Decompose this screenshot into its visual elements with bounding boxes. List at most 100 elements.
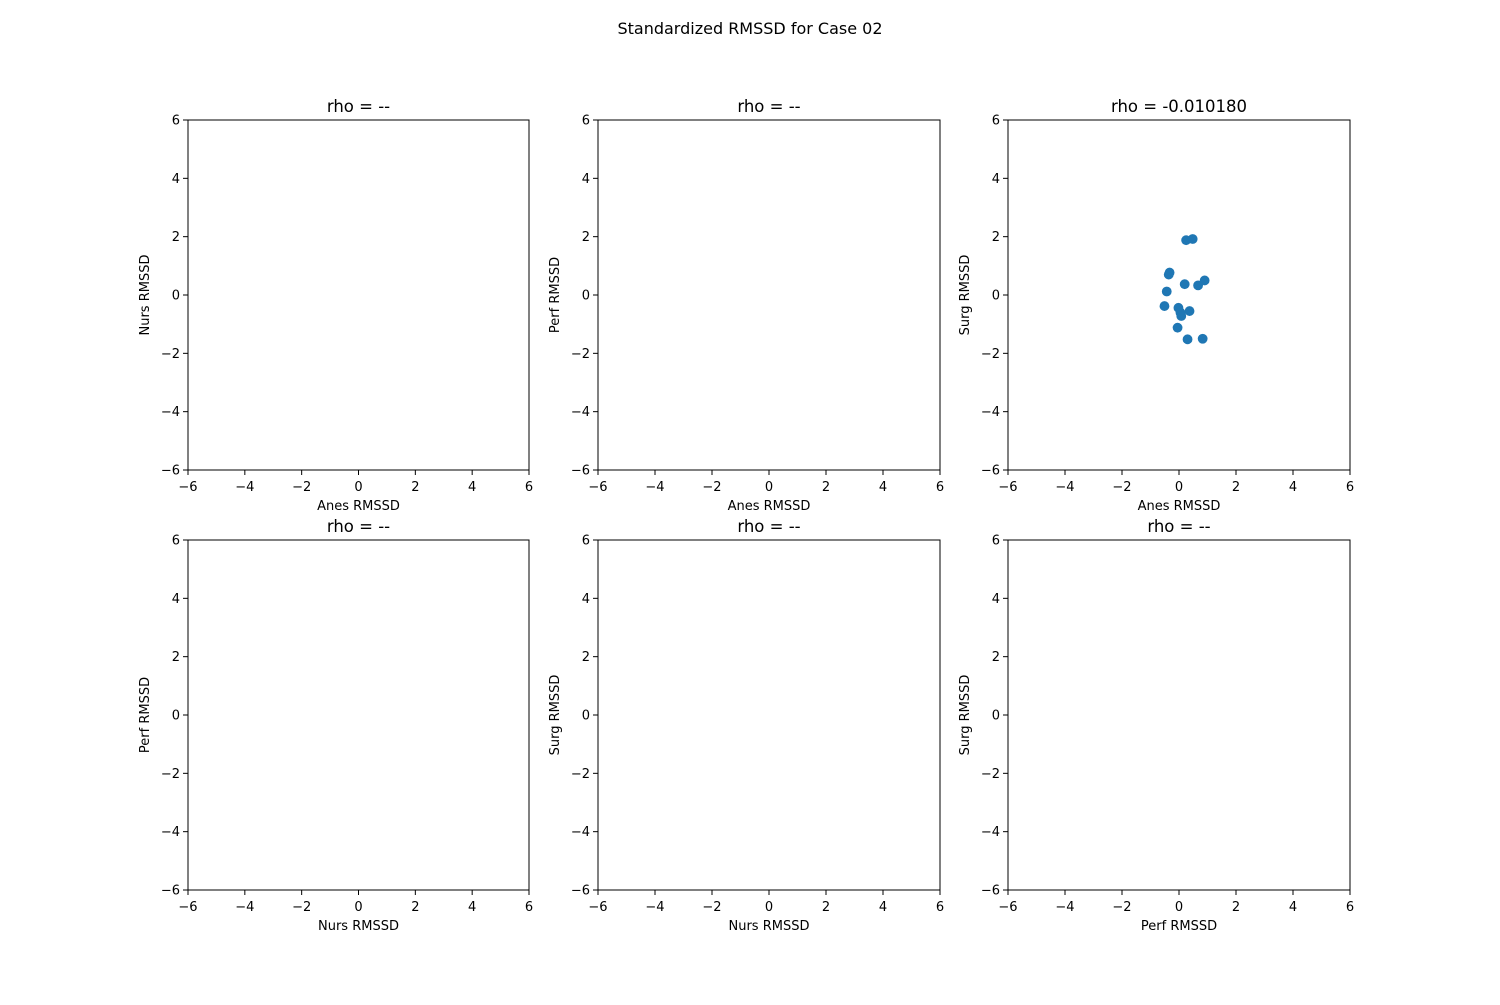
x-tick-label: −4 [1055,900,1074,915]
data-point [1199,275,1210,286]
y-tick-label: −6 [981,884,1000,899]
x-tick-label: 4 [468,900,476,915]
x-tick-label: −6 [998,900,1017,915]
figure-title: Standardized RMSSD for Case 02 [617,19,882,38]
subplot-5: rho = -- −6 −4 −2 0 2 4 6 −6 −4 −2 0 2 4 6 Nurs RMSSD Su… [548,517,944,934]
subplot-title: rho = -- [327,517,390,536]
y-tick-label: −2 [981,767,1000,782]
x-tick-label: −4 [1055,480,1074,495]
data-point [1161,286,1172,297]
y-tick-label: 4 [992,172,1000,187]
x-tick-label: 0 [765,900,773,915]
y-tick-label: 0 [582,709,590,724]
x-axis-label: Perf RMSSD [1141,919,1217,934]
x-tick-label: 6 [936,480,944,495]
x-tick-label: 6 [1346,900,1354,915]
y-tick-label: −4 [571,405,590,420]
x-tick-label: 6 [525,480,533,495]
y-axis-label: Perf RMSSD [548,257,563,333]
x-axis-label: Nurs RMSSD [729,919,810,934]
x-axis-label: Nurs RMSSD [318,919,399,934]
y-tick-label: −2 [571,347,590,362]
subplot-4: rho = -- −6 −4 −2 0 2 4 6 −6 −4 −2 0 2 4 6 Nurs RMSSD Pe… [138,517,533,934]
x-tick-label: −4 [645,480,664,495]
y-tick-label: 0 [172,289,180,304]
y-tick-label: 2 [172,230,180,245]
x-tick-label: −2 [1112,900,1131,915]
y-tick-label: 6 [172,114,180,129]
y-tick-label: 6 [992,534,1000,549]
data-point [1184,306,1195,316]
x-tick-label: 2 [822,480,830,495]
x-axis-label: Anes RMSSD [1138,499,1221,514]
y-axis-label: Nurs RMSSD [138,255,153,336]
subplot-grid: rho = -- −6 −4 −2 0 2 4 6 −6 −4 −2 0 2 4 6 Anes RMSSD Nu… [138,97,1354,934]
x-tick-label: 0 [765,480,773,495]
x-tick-label: 2 [411,900,419,915]
y-axis-label: Surg RMSSD [548,675,563,756]
x-tick-label: 0 [1175,900,1183,915]
subplot-1: rho = -- −6 −4 −2 0 2 4 6 −6 −4 −2 0 2 4 6 Anes RMSSD Nu… [138,97,533,514]
x-tick-label: 6 [936,900,944,915]
y-tick-label: 0 [992,709,1000,724]
y-tick-label: 0 [172,709,180,724]
subplot-title: rho = -- [737,97,800,116]
data-point [1176,311,1187,321]
subplot-2: rho = -- −6 −4 −2 0 2 4 6 −6 −4 −2 0 2 4 6 Anes RMSSD Pe… [548,97,944,514]
y-tick-label: 6 [582,534,590,549]
y-tick-label: −2 [981,347,1000,362]
subplot-title: rho = -0.010180 [1111,97,1247,116]
y-tick-label: −2 [571,767,590,782]
x-tick-label: 0 [1175,480,1183,495]
y-tick-label: 2 [992,230,1000,245]
data-point [1179,279,1190,290]
subplot-title: rho = -- [327,97,390,116]
y-tick-label: 4 [992,592,1000,607]
y-tick-label: 2 [582,650,590,665]
data-point [1182,334,1193,345]
data-point [1163,269,1174,280]
x-tick-label: −4 [235,480,254,495]
x-tick-label: 6 [525,900,533,915]
x-tick-label: −2 [702,480,721,495]
y-tick-label: −6 [981,464,1000,479]
y-tick-label: −4 [981,405,1000,420]
x-tick-label: −6 [588,480,607,495]
subplot-3: rho = -0.010180 −6 −4 −2 0 2 4 6 −6 −4 −2 0 2 4 6 Anes … [958,97,1354,514]
data-point [1197,333,1208,344]
y-axis-label: Surg RMSSD [958,675,973,756]
y-tick-label: 6 [582,114,590,129]
y-tick-label: 2 [582,230,590,245]
x-tick-label: 4 [468,480,476,495]
x-tick-label: −4 [235,900,254,915]
x-tick-label: 4 [1289,900,1297,915]
subplot-title: rho = -- [1147,517,1210,536]
subplot-title: rho = -- [737,517,800,536]
x-tick-label: 2 [822,900,830,915]
x-tick-label: −6 [178,480,197,495]
y-tick-label: −2 [161,767,180,782]
x-tick-label: −6 [588,900,607,915]
x-tick-label: 0 [354,900,362,915]
x-tick-label: 4 [879,900,887,915]
x-tick-label: 4 [1289,480,1297,495]
y-tick-label: 4 [172,592,180,607]
y-tick-label: −4 [161,405,180,420]
x-tick-label: −6 [178,900,197,915]
y-tick-label: 0 [582,289,590,304]
y-tick-label: 2 [992,650,1000,665]
y-tick-label: 0 [992,289,1000,304]
y-tick-label: −4 [161,825,180,840]
y-tick-label: 6 [992,114,1000,129]
y-tick-label: −2 [161,347,180,362]
x-tick-label: 2 [1232,900,1240,915]
data-point [1172,322,1183,333]
x-axis-label: Anes RMSSD [317,499,400,514]
y-tick-label: −4 [981,825,1000,840]
data-point [1187,234,1198,244]
x-tick-label: 4 [879,480,887,495]
x-tick-label: −6 [998,480,1017,495]
x-tick-label: 2 [1232,480,1240,495]
y-tick-label: −6 [161,464,180,479]
